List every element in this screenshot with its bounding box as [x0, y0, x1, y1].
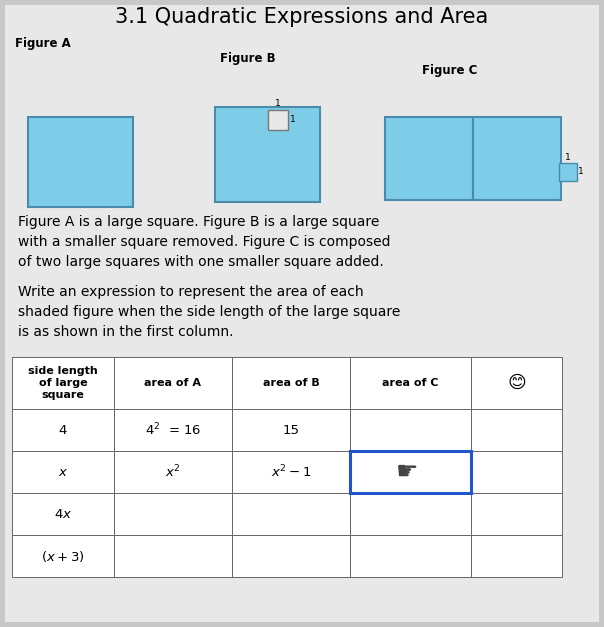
Bar: [114, 409, 232, 451]
Bar: [350, 357, 471, 409]
Text: $x^2$: $x^2$: [165, 464, 181, 480]
Text: area of A: area of A: [144, 378, 201, 388]
Text: 1: 1: [565, 153, 571, 162]
Bar: [114, 535, 232, 577]
Bar: [471, 409, 562, 451]
Bar: [215, 107, 320, 202]
Bar: [471, 451, 562, 493]
Text: $4^2$  = 16: $4^2$ = 16: [144, 422, 201, 438]
Bar: [232, 357, 350, 409]
Text: $(x+3)$: $(x+3)$: [41, 549, 85, 564]
Text: Figure B: Figure B: [220, 52, 276, 65]
Bar: [350, 535, 471, 577]
Bar: [12, 451, 114, 493]
Text: area of C: area of C: [382, 378, 439, 388]
Bar: [471, 493, 562, 535]
Bar: [232, 493, 350, 535]
Bar: [471, 535, 562, 577]
Bar: [232, 409, 350, 451]
Text: 3.1 Quadratic Expressions and Area: 3.1 Quadratic Expressions and Area: [115, 7, 489, 27]
Bar: [471, 357, 562, 409]
Text: $x^2 - 1$: $x^2 - 1$: [271, 464, 312, 480]
Bar: [232, 535, 350, 577]
Text: area of B: area of B: [263, 378, 320, 388]
Text: Figure A is a large square. Figure B is a large square
with a smaller square rem: Figure A is a large square. Figure B is …: [18, 215, 391, 269]
Text: 1: 1: [275, 99, 281, 108]
Bar: [12, 535, 114, 577]
Text: ☛: ☛: [396, 460, 418, 484]
Text: 1: 1: [290, 115, 296, 125]
Bar: [28, 117, 133, 207]
Bar: [114, 493, 232, 535]
Bar: [114, 357, 232, 409]
Text: Figure A: Figure A: [15, 37, 71, 50]
Bar: [559, 163, 577, 181]
Text: 15: 15: [283, 423, 300, 436]
Bar: [350, 451, 471, 493]
Text: 😊: 😊: [507, 374, 526, 392]
Text: Figure C: Figure C: [422, 64, 478, 77]
Text: 1: 1: [578, 167, 583, 176]
Text: $4x$: $4x$: [54, 507, 72, 520]
Bar: [12, 409, 114, 451]
Bar: [268, 110, 288, 130]
Bar: [12, 493, 114, 535]
Bar: [350, 409, 471, 451]
Bar: [350, 451, 471, 493]
Text: side length
of large
square: side length of large square: [28, 366, 98, 401]
Bar: [232, 451, 350, 493]
Text: 4: 4: [59, 423, 67, 436]
Bar: [385, 117, 473, 200]
Bar: [114, 451, 232, 493]
Bar: [350, 493, 471, 535]
Text: Write an expression to represent the area of each
shaded figure when the side le: Write an expression to represent the are…: [18, 285, 400, 339]
Bar: [12, 357, 114, 409]
Text: $x$: $x$: [58, 465, 68, 478]
Bar: [473, 117, 561, 200]
